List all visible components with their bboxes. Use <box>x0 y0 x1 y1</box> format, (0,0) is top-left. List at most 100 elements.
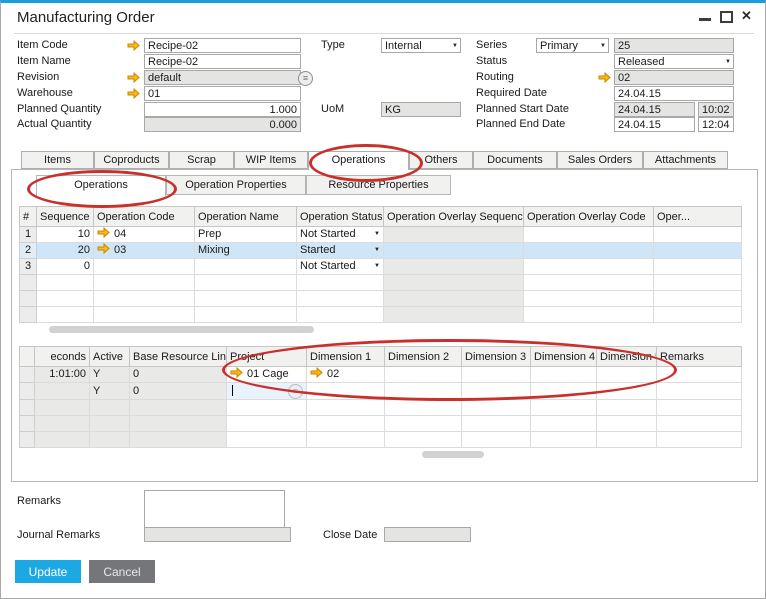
grid-cell <box>530 431 597 448</box>
dimension-3-cell[interactable] <box>461 382 531 400</box>
col-header-remarks: Remarks <box>656 346 742 367</box>
warehouse-input[interactable]: 01 <box>144 86 301 101</box>
row-number-cell[interactable]: 2 <box>19 242 37 259</box>
dimension-3-cell[interactable] <box>461 366 531 383</box>
row-selector-cell[interactable] <box>19 382 35 400</box>
row-selector-cell[interactable] <box>19 366 35 383</box>
operation-name-cell[interactable] <box>194 258 297 275</box>
item-code-input[interactable]: Recipe-02 <box>144 38 301 53</box>
operation-status-cell[interactable]: Not Started ▼ <box>296 226 384 243</box>
row-number-cell[interactable]: 3 <box>19 258 37 275</box>
maximize-icon[interactable] <box>720 11 733 23</box>
grid-cell <box>384 431 462 448</box>
operations-table-hscrollbar[interactable] <box>49 326 314 333</box>
sequence-cell[interactable]: 10 <box>36 226 94 243</box>
operation-code-cell[interactable]: 03 <box>93 242 195 259</box>
choose-from-list-icon[interactable]: ≡ <box>298 71 313 86</box>
project-cell-editing[interactable]: ≡ <box>226 382 307 400</box>
minimize-icon[interactable] <box>699 18 711 21</box>
revision-input[interactable]: default <box>144 70 301 85</box>
tab-wip-items[interactable]: WIP Items <box>234 151 308 169</box>
remarks-cell[interactable] <box>656 382 742 400</box>
seconds-cell <box>34 382 90 400</box>
item-name-label: Item Name <box>17 55 71 67</box>
dimension-1-cell[interactable]: 02 <box>306 366 385 383</box>
tab-scrap[interactable]: Scrap <box>169 151 234 169</box>
overlay-code-cell[interactable] <box>523 226 654 243</box>
choose-from-list-icon[interactable]: ≡ <box>288 384 303 399</box>
link-arrow-icon[interactable] <box>97 227 110 238</box>
planned-quantity-input[interactable]: 1.000 <box>144 102 301 117</box>
status-dropdown[interactable]: Released ▼ <box>614 54 734 69</box>
remarks-textarea[interactable] <box>144 490 285 533</box>
col-header-num: # <box>19 206 37 227</box>
grid-cell <box>306 431 385 448</box>
link-arrow-icon[interactable] <box>310 367 323 378</box>
dimension-2-cell[interactable] <box>384 366 462 383</box>
status-value: Released <box>618 56 665 68</box>
planned-end-date-input[interactable]: 24.04.15 <box>614 117 695 132</box>
operation-status-cell[interactable]: Not Started ▼ <box>296 258 384 275</box>
subtab-resource-properties[interactable]: Resource Properties <box>306 175 451 195</box>
series-dropdown[interactable]: Primary ▼ <box>536 38 609 53</box>
item-name-input[interactable]: Recipe-02 <box>144 54 301 69</box>
resource-table-hscrollbar[interactable] <box>422 451 484 458</box>
row-number-cell[interactable]: 1 <box>19 226 37 243</box>
title-separator <box>14 33 754 34</box>
dimension-1-cell[interactable] <box>306 382 385 400</box>
col-header-dimension-2: Dimension 2 <box>384 346 462 367</box>
resource-empty-row <box>19 431 742 448</box>
subtab-operations[interactable]: Operations <box>36 175 166 196</box>
tab-others[interactable]: Others <box>409 151 473 169</box>
subtab-operation-properties[interactable]: Operation Properties <box>166 175 306 195</box>
dimension-2-cell[interactable] <box>384 382 462 400</box>
required-date-input[interactable]: 24.04.15 <box>614 86 734 101</box>
dimension-4-cell[interactable] <box>530 366 597 383</box>
dimension-5-cell[interactable] <box>596 366 657 383</box>
warehouse-label: Warehouse <box>17 87 73 99</box>
tab-coproducts[interactable]: Coproducts <box>94 151 169 169</box>
link-arrow-icon[interactable] <box>230 367 243 378</box>
link-arrow-icon[interactable] <box>127 40 140 51</box>
close-icon[interactable]: ✕ <box>741 8 752 23</box>
grid-cell <box>656 415 742 432</box>
grid-cell <box>383 274 524 291</box>
project-cell[interactable]: 01 Cage <box>226 366 307 383</box>
planned-end-time-input[interactable]: 12:04 <box>698 117 734 132</box>
tab-attachments[interactable]: Attachments <box>643 151 728 169</box>
tab-sales-orders[interactable]: Sales Orders <box>557 151 643 169</box>
operations-empty-row <box>19 274 742 291</box>
planned-start-date-label: Planned Start Date <box>476 103 569 115</box>
operation-status-cell[interactable]: Started ▼ <box>296 242 384 259</box>
col-header-overlay-sequence: Operation Overlay Sequence <box>383 206 524 227</box>
operations-table: # Sequence Operation Code Operation Name… <box>19 206 742 323</box>
tab-operations[interactable]: Operations <box>308 151 409 170</box>
link-arrow-icon[interactable] <box>97 243 110 254</box>
col-header-active: Active <box>89 346 130 367</box>
operation-code-cell[interactable]: 04 <box>93 226 195 243</box>
update-button[interactable]: Update <box>15 560 81 583</box>
operation-name-cell[interactable]: Prep <box>194 226 297 243</box>
tab-items[interactable]: Items <box>21 151 94 169</box>
link-arrow-icon[interactable] <box>127 88 140 99</box>
operation-name-cell[interactable]: Mixing <box>194 242 297 259</box>
type-dropdown[interactable]: Internal ▼ <box>381 38 461 53</box>
link-arrow-icon[interactable] <box>598 72 611 83</box>
overlay-sequence-cell <box>383 258 524 275</box>
link-arrow-icon[interactable] <box>127 72 140 83</box>
routing-field[interactable]: 02 <box>614 70 734 85</box>
sequence-cell[interactable]: 20 <box>36 242 94 259</box>
col-header-operation-status: Operation Status <box>296 206 384 227</box>
sequence-cell[interactable]: 0 <box>36 258 94 275</box>
overlay-code-cell[interactable] <box>523 258 654 275</box>
dimension-5-cell[interactable] <box>596 382 657 400</box>
operations-row-2-selected: 2 20 03 Mixing Started ▼ <box>19 242 742 259</box>
overlay-code-cell[interactable] <box>523 242 654 259</box>
grid-cell <box>656 399 742 416</box>
cancel-button[interactable]: Cancel <box>89 560 155 583</box>
remarks-cell[interactable] <box>656 366 742 383</box>
dimension-4-cell[interactable] <box>530 382 597 400</box>
grid-cell <box>93 306 195 323</box>
operation-code-cell[interactable] <box>93 258 195 275</box>
tab-documents[interactable]: Documents <box>473 151 557 169</box>
